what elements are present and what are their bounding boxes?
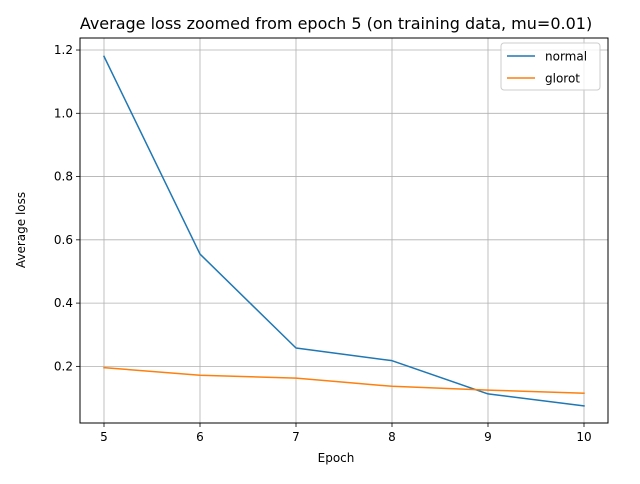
y-tick-label: 0.2	[54, 359, 73, 373]
legend-label-normal: normal	[545, 50, 587, 64]
chart-title: Average loss zoomed from epoch 5 (on tra…	[80, 14, 592, 33]
y-tick-label: 1.2	[54, 43, 73, 57]
series-line-normal	[102, 55, 585, 407]
x-tick-label: 7	[292, 430, 300, 444]
x-tick-label: 6	[196, 430, 204, 444]
ticks: 5 6 7 8 9 10 0.2 0.4 0.6 0.8 1.0 1.2	[54, 43, 592, 444]
y-tick-label: 1.0	[54, 106, 73, 120]
y-axis-label: Average loss	[14, 192, 28, 268]
legend-label-glorot: glorot	[545, 72, 580, 86]
series-line-glorot	[103, 366, 585, 395]
series-group	[102, 55, 585, 407]
y-tick-label: 0.4	[54, 296, 73, 310]
plot-frame	[79, 37, 609, 424]
x-tick-label: 10	[576, 430, 591, 444]
y-tick-label: 0.8	[54, 170, 73, 184]
x-axis-label: Epoch	[318, 451, 355, 465]
x-tick-label: 5	[100, 430, 108, 444]
grid	[80, 38, 608, 423]
x-tick-label: 9	[484, 430, 492, 444]
y-tick-label: 0.6	[54, 233, 73, 247]
legend: normal glorot	[500, 42, 601, 91]
x-tick-label: 8	[388, 430, 396, 444]
